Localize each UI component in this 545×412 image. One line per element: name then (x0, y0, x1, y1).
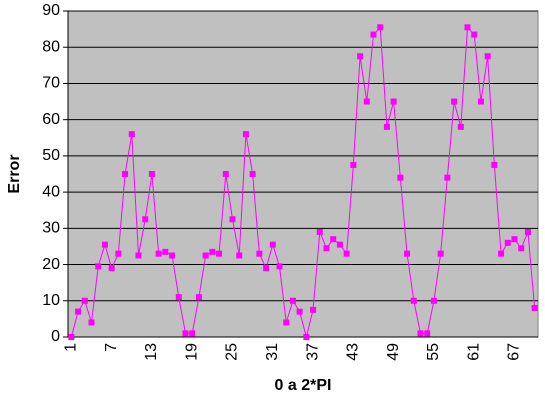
marker (195, 294, 202, 301)
marker (498, 250, 505, 257)
marker (397, 174, 404, 181)
marker (524, 228, 531, 235)
marker (296, 308, 303, 315)
marker (430, 297, 437, 304)
y-tick-label: 20 (42, 256, 60, 273)
x-tick-label: 7 (103, 343, 120, 352)
x-tick-label: 19 (183, 343, 200, 361)
series-line (70, 26, 536, 338)
y-tick-label: 40 (42, 183, 60, 200)
marker (424, 330, 431, 337)
marker (256, 250, 263, 257)
marker (464, 24, 471, 31)
marker (276, 263, 283, 270)
marker (363, 98, 370, 105)
marker (477, 98, 484, 105)
x-tick-label: 1 (63, 343, 80, 352)
marker (316, 228, 323, 235)
marker (357, 53, 364, 60)
marker (451, 98, 458, 105)
marker (410, 297, 417, 304)
y-tick-label: 80 (42, 38, 60, 55)
marker (229, 216, 236, 223)
marker (289, 297, 296, 304)
marker (75, 308, 82, 315)
marker (390, 98, 397, 105)
marker (343, 250, 350, 257)
marker (155, 250, 162, 257)
marker (115, 250, 122, 257)
marker (95, 263, 102, 270)
marker (471, 31, 478, 38)
marker (148, 171, 155, 177)
marker (81, 297, 88, 304)
marker (370, 31, 377, 38)
marker (330, 236, 337, 243)
marker (242, 131, 249, 138)
marker (142, 216, 149, 223)
marker (377, 24, 384, 31)
marker (531, 305, 538, 312)
marker (108, 265, 115, 272)
y-tick-label: 90 (42, 2, 60, 19)
marker (175, 294, 182, 301)
marker (209, 248, 216, 255)
plot-area (67, 10, 539, 338)
marker (457, 123, 464, 130)
x-tick-label: 31 (264, 343, 281, 361)
marker (101, 241, 108, 248)
marker (350, 161, 357, 168)
marker (122, 171, 129, 177)
marker (417, 330, 424, 337)
x-tick-label: 43 (345, 343, 362, 361)
marker (484, 53, 491, 60)
marker (444, 174, 451, 181)
marker (504, 239, 511, 246)
marker (88, 319, 95, 326)
x-tick-label: 67 (506, 343, 523, 361)
x-tick-label: 55 (425, 343, 442, 361)
marker (518, 245, 525, 252)
x-tick-label: 61 (465, 343, 482, 361)
y-axis-title: Error (6, 154, 23, 193)
marker (269, 241, 276, 248)
x-tick-label: 37 (304, 343, 321, 361)
y-tick-label: 70 (42, 75, 60, 92)
marker (263, 265, 270, 272)
marker (383, 123, 390, 130)
marker (236, 252, 243, 259)
marker (249, 171, 256, 177)
x-tick-label: 25 (224, 343, 241, 361)
y-tick-label: 0 (51, 328, 60, 345)
marker (222, 171, 229, 177)
marker (437, 250, 444, 257)
marker (169, 252, 176, 259)
marker (323, 245, 330, 252)
marker (216, 250, 223, 257)
y-tick-label: 60 (42, 111, 60, 128)
x-axis-title: 0 a 2*PI (275, 377, 332, 394)
marker (491, 161, 498, 168)
marker (303, 334, 310, 340)
y-tick-label: 30 (42, 220, 60, 237)
marker (68, 334, 75, 340)
marker (283, 319, 290, 326)
marker (310, 306, 317, 313)
marker (135, 252, 142, 259)
y-tick-label: 50 (42, 147, 60, 164)
x-tick-label: 49 (385, 343, 402, 361)
marker (189, 330, 196, 337)
marker (128, 131, 135, 138)
marker (162, 248, 169, 255)
y-tick-label: 10 (42, 292, 60, 309)
marker (202, 252, 209, 259)
marker (511, 236, 518, 243)
x-tick-label: 13 (143, 343, 160, 361)
marker (336, 241, 343, 248)
marker (404, 250, 411, 257)
marker (182, 330, 189, 337)
